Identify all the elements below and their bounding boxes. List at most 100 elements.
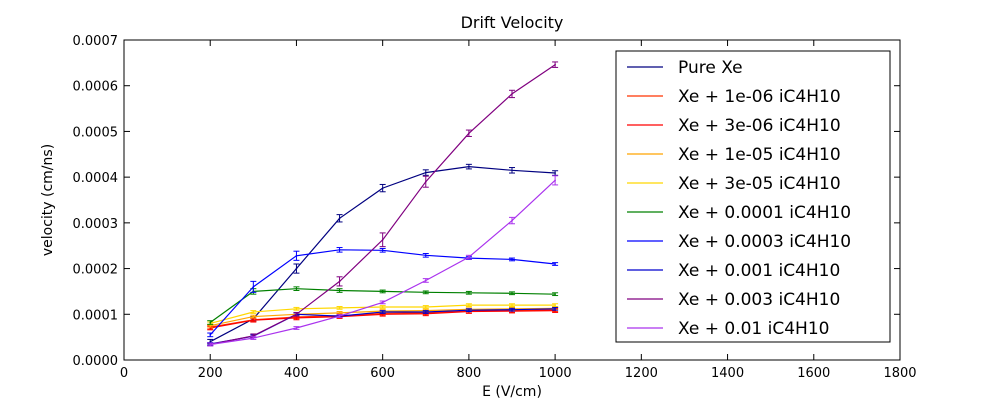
legend: Pure Xe Xe + 1e-06 iC4H10 Xe + 3e-06 iC4H1… — [615, 50, 891, 343]
series-9 — [207, 175, 559, 347]
data-point — [381, 249, 384, 252]
data-point — [338, 217, 341, 220]
legend-label: Xe + 1e-06 iC4H10 — [678, 87, 841, 107]
x-tick-label: 800 — [456, 366, 481, 381]
x-tick-label: 400 — [284, 366, 309, 381]
data-point — [554, 172, 556, 174]
x-axis-label: E (V/cm) — [482, 384, 542, 400]
y-tick-label: 0.0000 — [73, 354, 119, 369]
data-point — [381, 313, 384, 316]
data-point — [209, 343, 212, 346]
data-point — [381, 301, 384, 304]
legend-label: Xe + 3e-06 iC4H10 — [678, 116, 841, 136]
data-point — [381, 311, 384, 313]
series-layer — [207, 61, 559, 347]
data-point — [468, 256, 470, 258]
data-point — [511, 93, 513, 95]
data-point — [209, 340, 212, 343]
data-point — [424, 254, 427, 257]
data-point — [252, 315, 255, 318]
data-point — [209, 334, 212, 336]
data-point — [295, 327, 298, 329]
data-point — [252, 319, 255, 322]
data-point — [424, 180, 427, 183]
x-axis: 0 200 400 600 800 1000 1200 1400 1600 1800 — [120, 40, 917, 381]
series-6 — [207, 247, 559, 338]
data-point — [338, 315, 341, 317]
x-tick-label: 1800 — [883, 366, 916, 381]
y-axis-label: velocity (cm/ns) — [40, 144, 56, 256]
data-point — [338, 280, 341, 283]
legend-label: Xe + 1e-05 iC4H10 — [678, 145, 841, 165]
chart-title: Drift Velocity — [461, 13, 564, 32]
y-tick-label: 0.0006 — [73, 80, 119, 95]
data-point — [554, 63, 556, 66]
legend-label: Pure Xe — [678, 58, 743, 78]
data-point — [424, 171, 427, 174]
legend-label: Xe + 0.0003 iC4H10 — [678, 232, 851, 252]
data-point — [468, 292, 470, 294]
data-point — [554, 263, 556, 265]
data-point — [511, 292, 513, 295]
data-point — [338, 289, 341, 292]
data-point — [511, 304, 513, 306]
series-4 — [207, 303, 559, 326]
data-point — [511, 169, 513, 172]
y-tick-label: 0.0004 — [73, 171, 119, 186]
data-point — [511, 258, 513, 261]
data-point — [252, 334, 255, 337]
legend-box — [615, 50, 891, 343]
data-point — [252, 337, 255, 339]
x-tick-label: 1600 — [797, 366, 830, 381]
data-point — [209, 327, 212, 329]
legend-label: Xe + 0.003 iC4H10 — [678, 290, 840, 310]
x-tick-label: 600 — [370, 366, 395, 381]
data-point — [381, 290, 384, 293]
data-point — [295, 313, 298, 316]
data-point — [338, 312, 341, 314]
y-tick-label: 0.0007 — [73, 34, 119, 49]
data-point — [295, 287, 298, 290]
data-point — [468, 304, 470, 306]
data-point — [381, 306, 384, 308]
data-point — [468, 309, 470, 311]
data-point — [381, 238, 384, 241]
x-tick-label: 1200 — [625, 366, 658, 381]
data-point — [338, 249, 341, 251]
data-point — [295, 267, 298, 270]
data-point — [468, 165, 470, 168]
y-tick-label: 0.0005 — [73, 125, 119, 140]
data-point — [209, 324, 212, 327]
data-point — [295, 308, 298, 310]
data-point — [424, 291, 427, 294]
series-7 — [207, 306, 559, 346]
x-tick-label: 1400 — [711, 366, 744, 381]
data-point — [209, 321, 212, 324]
y-tick-label: 0.0001 — [73, 308, 119, 323]
data-point — [381, 187, 384, 189]
x-tick-label: 200 — [198, 366, 223, 381]
data-point — [554, 293, 556, 295]
data-point — [468, 132, 470, 135]
data-point — [424, 279, 427, 282]
data-point — [554, 179, 556, 182]
legend-label: Xe + 0.01 iC4H10 — [678, 319, 829, 339]
data-point — [338, 307, 341, 309]
series-0 — [207, 163, 559, 345]
data-point — [511, 219, 513, 222]
y-tick-label: 0.0003 — [73, 217, 119, 232]
data-point — [424, 306, 427, 308]
data-point — [295, 317, 298, 319]
y-tick-label: 0.0002 — [73, 263, 119, 278]
data-point — [554, 304, 556, 306]
data-point — [252, 286, 255, 288]
y-axis: 0.0000 0.0001 0.0002 0.0003 0.0004 0.0005 0.00… — [73, 34, 900, 369]
series-5 — [207, 286, 559, 325]
plot-frame — [123, 39, 901, 361]
legend-label: Xe + 0.001 iC4H10 — [678, 261, 840, 281]
data-point — [295, 254, 298, 257]
legend-label: Xe + 3e-05 iC4H10 — [678, 174, 841, 194]
data-point — [252, 311, 255, 313]
legend-label: Xe + 0.0001 iC4H10 — [678, 203, 851, 223]
